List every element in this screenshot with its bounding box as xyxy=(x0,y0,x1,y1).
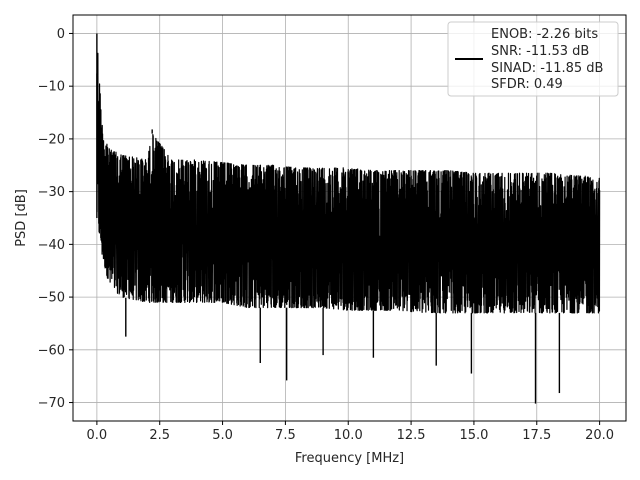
y-tick-label: −70 xyxy=(38,396,65,411)
x-tick-label: 5.0 xyxy=(212,428,233,443)
psd-series xyxy=(96,33,601,404)
legend-snr: SNR: -11.53 dB xyxy=(491,44,589,59)
legend-sinad: SINAD: -11.85 dB xyxy=(491,61,603,76)
y-tick-label: −20 xyxy=(38,132,65,147)
legend: ENOB: -2.26 bits SNR: -11.53 dB SINAD: -… xyxy=(447,21,619,97)
y-tick-label: −10 xyxy=(38,80,65,95)
y-tick-label: −50 xyxy=(38,291,65,306)
x-axis-label: Frequency [MHz] xyxy=(295,451,404,466)
plot-area-frame xyxy=(72,14,627,422)
y-ticks: 0 −10 −20 −30 −40 −50 −60 −70 xyxy=(38,27,73,411)
psd-trace xyxy=(96,52,601,314)
legend-enob: ENOB: -2.26 bits xyxy=(491,27,598,42)
legend-sfdr: SFDR: 0.49 xyxy=(491,77,563,92)
x-tick-label: 20.0 xyxy=(585,428,614,443)
y-axis-label: PSD [dB] xyxy=(14,189,29,247)
x-tick-label: 7.5 xyxy=(275,428,296,443)
y-tick-label: −60 xyxy=(38,343,65,358)
x-tick-label: 2.5 xyxy=(149,428,170,443)
x-tick-label: 17.5 xyxy=(522,428,551,443)
y-tick-label: −30 xyxy=(38,185,65,200)
x-ticks: 0.0 2.5 5.0 7.5 10.0 12.5 15.0 17.5 20.0 xyxy=(87,421,614,443)
y-tick-label: 0 xyxy=(57,27,65,42)
legend-box xyxy=(447,21,619,97)
x-tick-label: 12.5 xyxy=(397,428,426,443)
x-tick-label: 10.0 xyxy=(334,428,363,443)
x-tick-label: 0.0 xyxy=(87,428,108,443)
y-tick-label: −40 xyxy=(38,238,65,253)
x-tick-label: 15.0 xyxy=(459,428,488,443)
